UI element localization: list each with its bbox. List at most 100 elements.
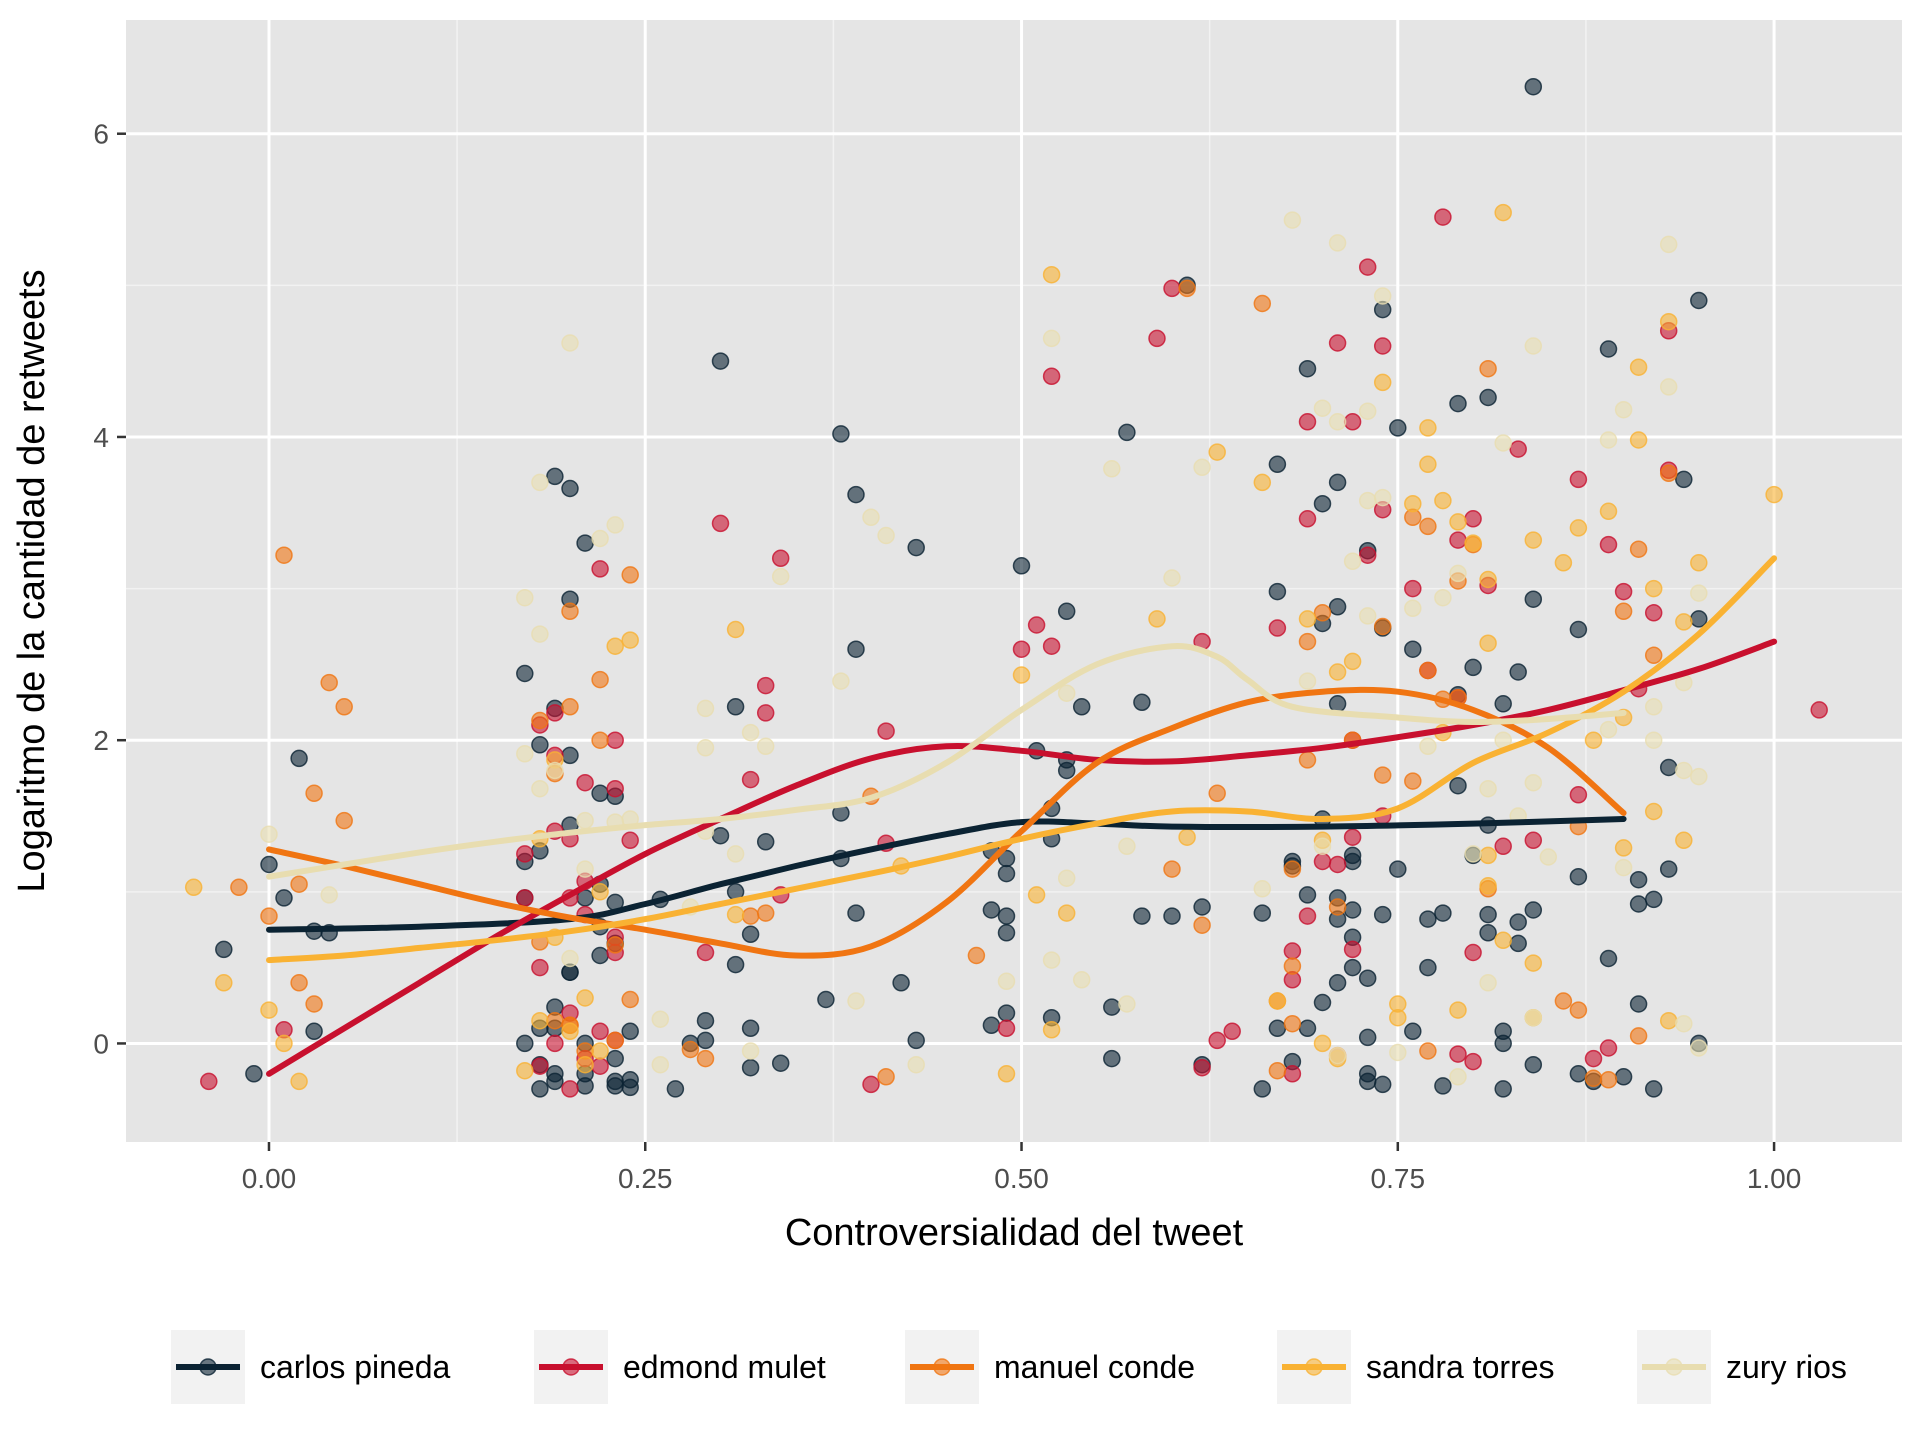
data-point	[591, 784, 609, 803]
data-point	[305, 784, 323, 803]
data-point	[275, 889, 293, 907]
data-point	[576, 811, 594, 830]
data-point	[1494, 1022, 1512, 1041]
data-point	[1569, 519, 1588, 537]
data-point	[546, 1072, 564, 1091]
data-point	[1328, 598, 1347, 616]
data-point	[1524, 531, 1543, 549]
legend-label: zury rios	[1726, 1349, 1847, 1385]
data-point	[531, 779, 549, 798]
data-point	[1358, 402, 1377, 420]
data-point	[1163, 860, 1181, 878]
data-point	[1464, 534, 1482, 552]
data-point	[1614, 582, 1633, 601]
data-point	[1629, 358, 1648, 376]
data-point	[832, 425, 850, 443]
data-point	[967, 946, 986, 965]
data-point	[1419, 958, 1437, 977]
data-point	[260, 855, 278, 874]
data-point	[184, 878, 203, 897]
data-point	[1614, 602, 1633, 621]
data-point	[696, 739, 715, 757]
data-point	[1614, 839, 1633, 857]
data-point	[1268, 619, 1287, 637]
data-point	[591, 560, 609, 578]
data-point	[877, 526, 895, 545]
data-point	[1343, 958, 1362, 977]
data-point	[1524, 337, 1543, 355]
data-point	[1193, 898, 1211, 916]
data-point	[1690, 291, 1708, 310]
data-point	[997, 864, 1016, 883]
data-point	[1193, 916, 1211, 934]
data-point	[576, 860, 594, 878]
data-point	[1659, 1011, 1678, 1030]
data-point	[1373, 488, 1392, 507]
data-point	[1298, 886, 1317, 904]
data-point	[1328, 1046, 1347, 1065]
smooth-line	[266, 555, 1778, 964]
data-point	[997, 924, 1016, 942]
data-point	[546, 704, 564, 722]
data-point	[1118, 423, 1136, 442]
data-point	[1419, 737, 1437, 756]
data-point	[771, 549, 790, 568]
data-point	[1509, 934, 1527, 953]
smooth-line	[266, 686, 1627, 959]
data-point	[546, 467, 564, 486]
data-point	[1524, 954, 1543, 972]
data-point	[1479, 388, 1497, 407]
data-point	[1524, 773, 1543, 792]
x-axis-ticks: 0.00 0.25 0.50 0.75 1.00	[242, 1142, 1801, 1194]
data-point	[877, 1068, 895, 1086]
data-point	[606, 637, 624, 655]
data-point	[1479, 846, 1497, 865]
data-point	[1675, 613, 1693, 631]
data-point	[1524, 77, 1543, 96]
data-point	[606, 731, 624, 749]
data-point	[651, 1010, 670, 1028]
data-point	[1163, 569, 1181, 587]
data-point	[907, 538, 925, 557]
data-point	[290, 875, 308, 893]
data-point	[756, 737, 775, 756]
data-point	[1675, 761, 1693, 780]
data-point	[290, 749, 308, 768]
data-point	[982, 1016, 1001, 1035]
data-point	[1524, 1008, 1543, 1027]
data-point	[1012, 640, 1031, 658]
data-point	[1524, 1055, 1543, 1074]
data-point	[741, 1019, 760, 1038]
data-point	[531, 625, 549, 643]
data-point	[621, 1022, 639, 1041]
data-point	[576, 773, 594, 792]
data-point	[1373, 373, 1392, 392]
data-point	[1072, 698, 1091, 716]
data-point	[1810, 701, 1828, 719]
data-point	[1103, 998, 1121, 1016]
data-point	[1358, 1028, 1377, 1047]
data-point	[591, 1022, 609, 1041]
data-point	[1464, 943, 1482, 962]
data-point	[1644, 604, 1663, 622]
data-point	[726, 620, 745, 639]
data-point	[1389, 1008, 1407, 1027]
data-point	[621, 831, 639, 850]
data-point	[1298, 510, 1317, 528]
data-point	[771, 567, 790, 586]
data-point	[1404, 494, 1422, 513]
data-point	[1479, 570, 1497, 589]
data-point	[1434, 491, 1452, 510]
data-point	[1373, 766, 1392, 784]
data-point	[1464, 658, 1482, 677]
data-point	[1765, 485, 1783, 504]
data-point	[305, 995, 323, 1013]
data-point	[200, 1072, 218, 1091]
data-point	[1569, 1001, 1588, 1019]
data-point	[516, 1034, 534, 1053]
data-point	[1283, 1065, 1302, 1083]
data-point	[591, 883, 609, 901]
data-point	[1328, 663, 1347, 681]
data-point	[1419, 910, 1437, 928]
data-point	[1178, 279, 1196, 298]
